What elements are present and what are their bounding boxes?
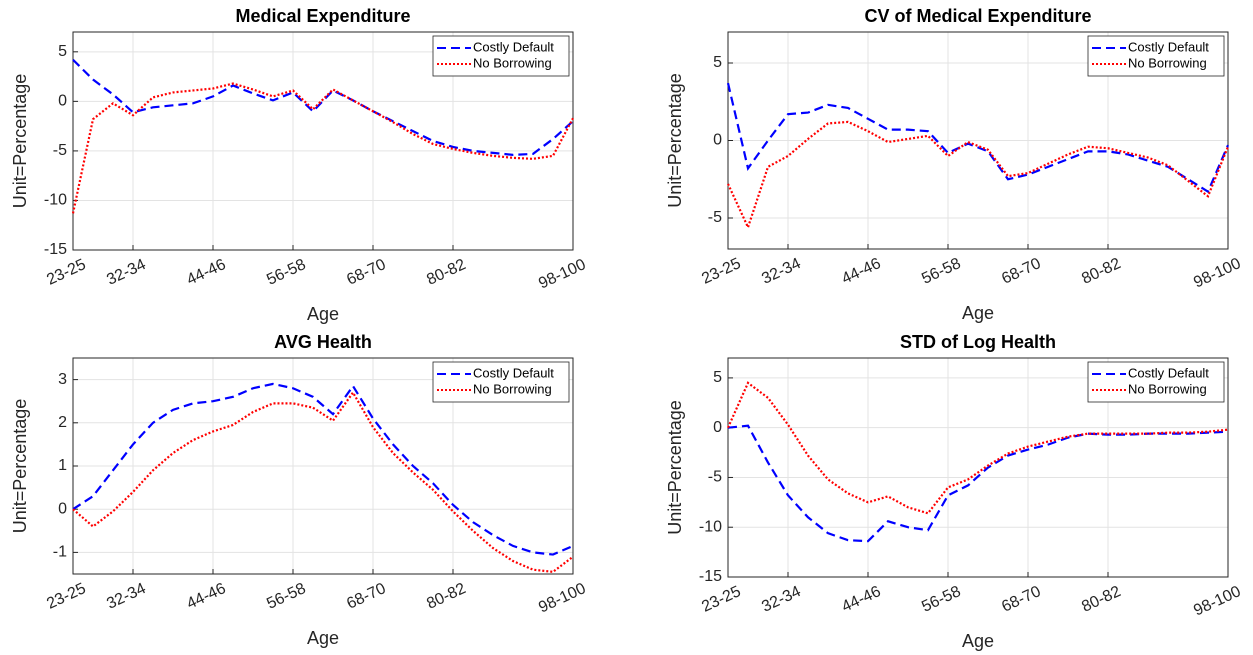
x-axis-label: Age (307, 628, 339, 648)
legend-label: No Borrowing (1128, 55, 1207, 70)
legend-label: Costly Default (1128, 39, 1209, 54)
x-tick-label: 56-58 (919, 583, 963, 616)
y-tick-label: 0 (58, 500, 67, 517)
y-tick-label: -15 (44, 241, 67, 258)
x-tick-label: 23-25 (699, 583, 743, 616)
series-line (71, 82, 574, 214)
x-tick-label: 68-70 (999, 583, 1043, 616)
x-tick-label: 32-34 (104, 580, 148, 613)
x-tick-label: 44-46 (839, 255, 883, 288)
chart-title: Medical Expenditure (235, 6, 410, 26)
x-axis-label: Age (962, 303, 994, 323)
x-tick-label: 80-82 (424, 580, 468, 613)
x-tick-label: 56-58 (919, 255, 963, 288)
x-tick-label: 68-70 (344, 580, 388, 613)
y-tick-label: 5 (58, 43, 67, 60)
legend-box (432, 35, 570, 77)
y-tick-label: -5 (53, 142, 67, 159)
x-axis-label: Age (307, 304, 339, 324)
series-line (72, 58, 574, 156)
x-tick-label: 44-46 (184, 580, 228, 613)
x-tick-label: 32-34 (759, 255, 803, 288)
x-tick-label: 98-100 (536, 256, 588, 293)
y-tick-label: -1 (53, 544, 67, 561)
y-axis-label: Unit=Percentage (10, 399, 30, 534)
series-line (726, 82, 1230, 194)
series-line (727, 120, 1230, 231)
series-line (72, 390, 574, 573)
y-tick-label: 5 (713, 369, 722, 386)
y-tick-label: 0 (713, 419, 722, 436)
y-tick-label: 5 (713, 54, 722, 71)
y-tick-label: 3 (58, 371, 67, 388)
x-tick-label: 23-25 (44, 580, 88, 613)
y-tick-label: -5 (708, 209, 722, 226)
x-tick-label: 56-58 (264, 256, 308, 289)
y-tick-label: -15 (699, 568, 722, 585)
y-tick-label: 0 (58, 93, 67, 110)
y-tick-label: 1 (58, 457, 67, 474)
x-tick-label: 98-100 (536, 580, 588, 617)
x-tick-label: 98-100 (1191, 583, 1243, 620)
x-tick-label: 80-82 (1079, 583, 1123, 616)
x-tick-label: 98-100 (1191, 255, 1243, 292)
series-line (727, 424, 1229, 543)
legend-box (1087, 361, 1225, 403)
y-tick-label: -10 (44, 192, 67, 209)
x-tick-label: 56-58 (264, 580, 308, 613)
x-tick-label: 80-82 (424, 256, 468, 289)
y-tick-label: 0 (713, 132, 722, 149)
y-axis-label: Unit=Percentage (665, 73, 685, 208)
legend-label: Costly Default (473, 365, 554, 380)
x-tick-label: 32-34 (759, 583, 803, 616)
legend-label: No Borrowing (473, 381, 552, 396)
x-tick-label: 44-46 (839, 583, 883, 616)
x-tick-label: 23-25 (44, 256, 88, 289)
y-tick-label: -5 (708, 469, 722, 486)
legend-label: No Borrowing (1128, 381, 1207, 396)
y-axis-label: Unit=Percentage (665, 400, 685, 535)
legend-label: Costly Default (473, 39, 554, 54)
x-tick-label: 80-82 (1079, 255, 1123, 288)
series-line (726, 381, 1229, 515)
y-axis-label: Unit=Percentage (10, 74, 30, 209)
legend-label: No Borrowing (473, 55, 552, 70)
chart-title: CV of Medical Expenditure (864, 6, 1091, 26)
chart-title: STD of Log Health (900, 332, 1056, 352)
x-tick-label: 32-34 (104, 256, 148, 289)
x-tick-label: 23-25 (699, 255, 743, 288)
axes-box (727, 31, 1229, 250)
x-tick-label: 68-70 (999, 255, 1043, 288)
axes-box (727, 357, 1229, 578)
legend-box (432, 361, 570, 403)
x-tick-label: 44-46 (184, 256, 228, 289)
axes-box (72, 357, 574, 575)
chart-title: AVG Health (274, 332, 372, 352)
y-tick-label: 2 (58, 414, 67, 431)
legend-box (1087, 35, 1225, 77)
y-tick-label: -10 (699, 518, 722, 535)
series-line (72, 382, 574, 556)
axes-box (72, 31, 574, 251)
x-axis-label: Age (962, 631, 994, 651)
legend-label: Costly Default (1128, 365, 1209, 380)
x-tick-label: 68-70 (344, 256, 388, 289)
